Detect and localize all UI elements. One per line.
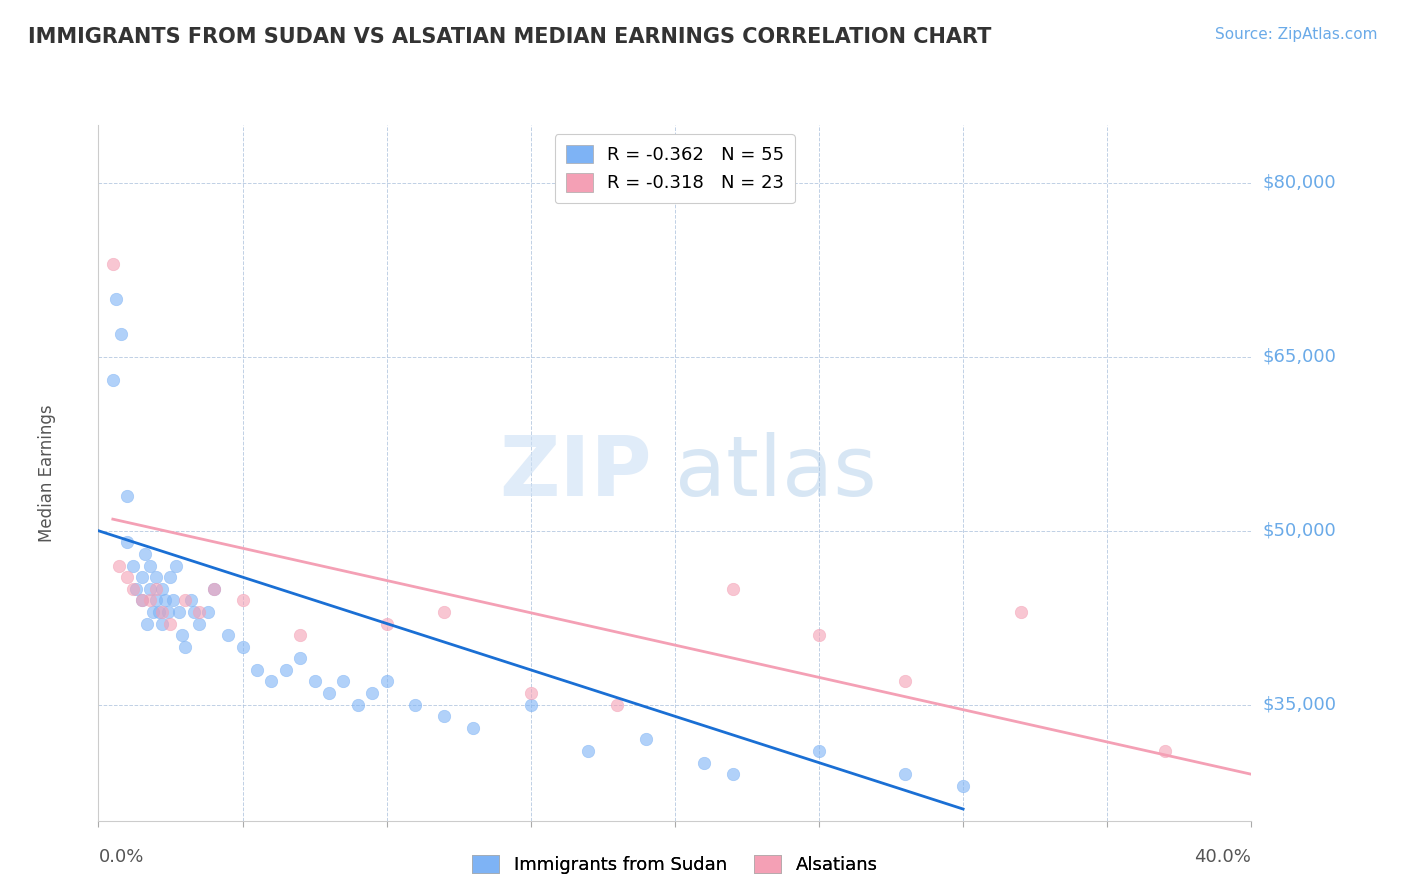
Text: atlas: atlas [675, 433, 876, 513]
Point [318, 686, 340, 700]
Point [167, 605, 190, 619]
Point [125, 582, 148, 596]
Point [139, 582, 162, 596]
Point [578, 744, 600, 758]
Legend: Immigrants from Sudan, Alsatians: Immigrants from Sudan, Alsatians [465, 847, 884, 881]
Point [159, 616, 181, 631]
Point [136, 616, 159, 631]
Point [433, 605, 456, 619]
Text: $80,000: $80,000 [1263, 174, 1336, 192]
Point [721, 582, 744, 596]
Point [174, 593, 197, 607]
Text: $65,000: $65,000 [1263, 348, 1336, 366]
Point [217, 628, 239, 642]
Point [290, 651, 312, 665]
Point [117, 489, 138, 503]
Point [202, 582, 225, 596]
Point [165, 558, 187, 573]
Point [952, 779, 974, 793]
Point [807, 744, 830, 758]
Point [153, 593, 176, 607]
Point [145, 582, 167, 596]
Text: Source: ZipAtlas.com: Source: ZipAtlas.com [1215, 27, 1378, 42]
Point [433, 709, 456, 723]
Point [202, 582, 225, 596]
Point [131, 593, 153, 607]
Point [148, 605, 170, 619]
Point [117, 570, 138, 584]
Point [174, 640, 197, 654]
Point [346, 698, 368, 712]
Point [461, 721, 484, 735]
Point [636, 732, 658, 747]
Point [721, 767, 744, 781]
Point [520, 686, 543, 700]
Text: IMMIGRANTS FROM SUDAN VS ALSATIAN MEDIAN EARNINGS CORRELATION CHART: IMMIGRANTS FROM SUDAN VS ALSATIAN MEDIAN… [28, 27, 991, 46]
Point [104, 292, 127, 306]
Text: 40.0%: 40.0% [1195, 848, 1251, 866]
Point [145, 593, 167, 607]
Point [188, 605, 211, 619]
Text: $50,000: $50,000 [1263, 522, 1336, 540]
Point [139, 558, 162, 573]
Point [117, 535, 138, 549]
Point [231, 640, 254, 654]
Point [110, 326, 132, 341]
Point [894, 767, 917, 781]
Point [156, 605, 179, 619]
Point [188, 616, 211, 631]
Point [131, 570, 153, 584]
Point [520, 698, 543, 712]
Point [159, 570, 181, 584]
Point [183, 605, 205, 619]
Point [101, 373, 124, 387]
Point [246, 663, 269, 677]
Point [405, 698, 427, 712]
Point [693, 756, 716, 770]
Text: Median Earnings: Median Earnings [38, 404, 56, 541]
Point [139, 593, 162, 607]
Point [162, 593, 184, 607]
Point [1010, 605, 1032, 619]
Point [304, 674, 326, 689]
Point [361, 686, 384, 700]
Point [107, 558, 129, 573]
Point [122, 558, 145, 573]
Point [197, 605, 219, 619]
Point [150, 616, 173, 631]
Point [101, 257, 124, 271]
Point [122, 582, 145, 596]
Text: $35,000: $35,000 [1263, 696, 1337, 714]
Point [1153, 744, 1175, 758]
Point [180, 593, 202, 607]
Text: 0.0%: 0.0% [98, 848, 143, 866]
Point [134, 547, 156, 561]
Point [231, 593, 254, 607]
Point [260, 674, 283, 689]
Text: ZIP: ZIP [499, 433, 652, 513]
Point [894, 674, 917, 689]
Point [606, 698, 628, 712]
Point [290, 628, 312, 642]
Point [332, 674, 354, 689]
Point [142, 605, 165, 619]
Point [375, 674, 398, 689]
Point [807, 628, 830, 642]
Point [145, 570, 167, 584]
Point [150, 582, 173, 596]
Point [375, 616, 398, 631]
Point [131, 593, 153, 607]
Point [274, 663, 297, 677]
Point [150, 605, 173, 619]
Point [170, 628, 193, 642]
